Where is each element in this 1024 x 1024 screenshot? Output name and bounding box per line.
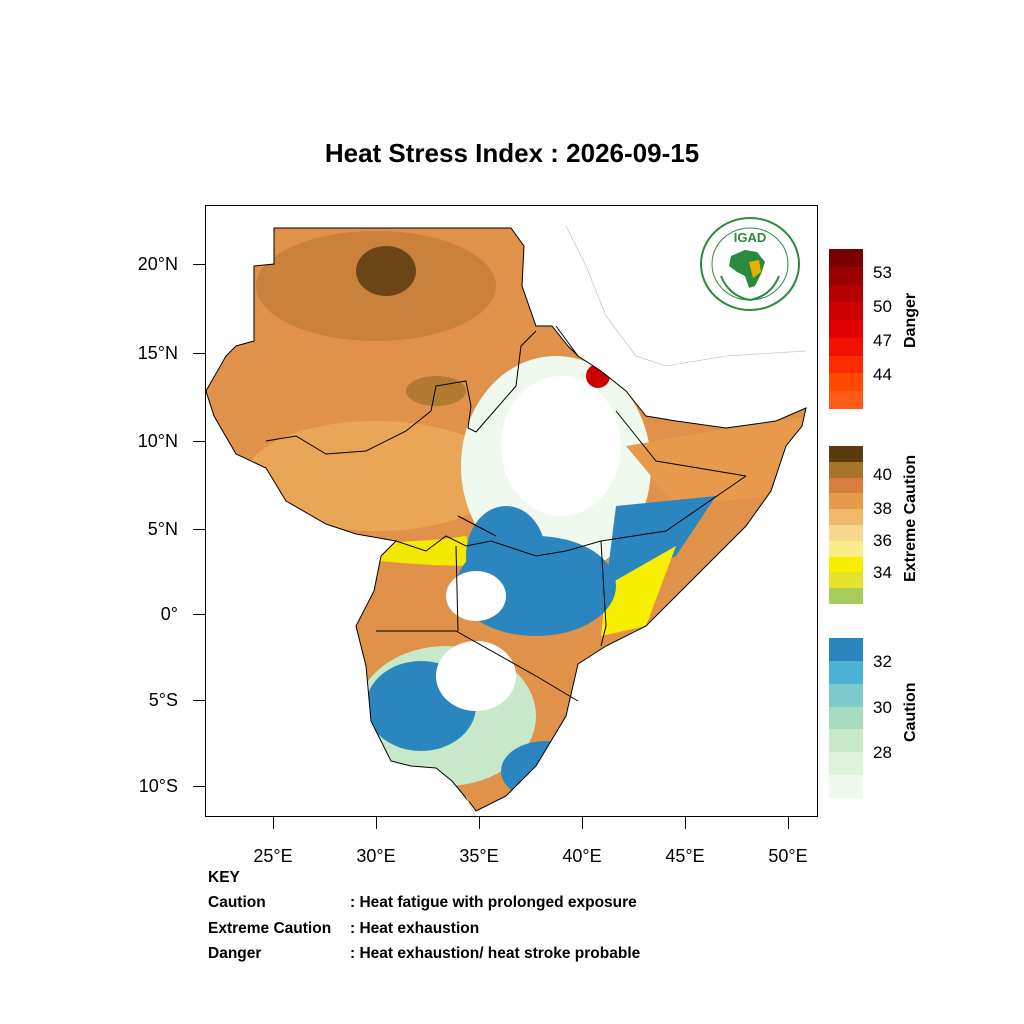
lat-label: 5°N [147,519,178,539]
colorbar-swatch [829,249,863,267]
colorbar-swatch [829,355,863,374]
colorbar-label: 36 [873,531,892,550]
colorbar-label: 28 [873,743,892,762]
colorbar-label: 34 [873,563,892,582]
extreme-colorbar-title: Extreme Caution [902,454,919,582]
danger-colorbar-title: Danger [902,292,919,348]
colorbar-swatch [829,752,863,776]
colorbar-swatch [829,660,863,684]
lat-label: 5°S [148,690,178,710]
colorbar-swatch [829,706,863,730]
colorbar-label: 50 [873,297,892,316]
caution-colorbar-title: Caution [902,682,919,742]
colorbar-swatch [829,391,863,409]
key-heading: KEY [208,869,240,886]
caution-colorbar [829,638,863,798]
colorbar-label: 32 [873,652,892,671]
lon-label: 50°E [768,846,808,866]
lat-label: 10°S [138,776,178,796]
lat-label: 15°N [137,343,178,363]
lat-label: 0° [160,604,178,624]
key-row-caution: Caution : Heat fatigue with prolonged exp… [208,894,637,912]
colorbar-label: 44 [873,365,892,384]
lon-label: 45°E [665,846,705,866]
colorbar-swatch [829,540,863,557]
colorbar-swatch [829,588,863,604]
key-term: Danger [208,945,262,962]
colorbar-swatch [829,477,863,494]
lat-label: 20°N [137,254,178,274]
country-borders [206,227,807,812]
key-row-extreme: Extreme Caution : Heat exhaustion [208,920,479,938]
colorbar-label: 53 [873,263,892,282]
lon-label: 40°E [562,846,602,866]
colorbar-swatch [829,461,863,478]
key-desc: : Heat exhaustion [350,920,480,937]
colorbar-swatch [829,337,863,356]
colorbar-swatch [829,266,863,285]
colorbar-swatch [829,556,863,573]
colorbar-swatch [829,302,863,321]
colorbar-swatch [829,284,863,303]
extreme-caution-colorbar [829,446,863,604]
rivers [465,225,807,816]
colorbar-label: 30 [873,698,892,717]
colorbar-swatch [829,683,863,707]
colorbar-swatch [829,446,863,462]
colorbar-label: 47 [873,331,892,350]
key-term: Extreme Caution [208,920,332,937]
colorbar-swatch [829,775,863,798]
map-title: Heat Stress Index : 2026-09-15 [324,138,700,168]
lat-label: 10°N [137,431,178,451]
key-desc: : Heat fatigue with prolonged exposure [350,894,637,911]
map-frame [205,205,818,817]
colorbar-swatch [829,493,863,510]
colorbar-swatch [829,373,863,392]
colorbar-label: 38 [873,499,892,518]
colorbar-swatch [829,524,863,541]
lon-label: 25°E [253,846,293,866]
lon-label: 35°E [459,846,499,866]
key-term: Caution [208,894,266,911]
igad-logo: IGAD [699,216,801,312]
lon-label: 30°E [356,846,396,866]
heat-stress-map [206,225,807,816]
key-desc: : Heat exhaustion/ heat stroke probable [350,945,641,962]
colorbar-swatch [829,729,863,753]
logo-text: IGAD [734,230,767,245]
colorbar-swatch [829,572,863,589]
colorbar-swatch [829,638,863,661]
key-row-danger: Danger : Heat exhaustion/ heat stroke pro… [208,945,640,963]
danger-colorbar [829,249,863,409]
colorbar-swatch [829,509,863,525]
colorbar-label: 40 [873,465,892,484]
colorbar-swatch [829,320,863,338]
